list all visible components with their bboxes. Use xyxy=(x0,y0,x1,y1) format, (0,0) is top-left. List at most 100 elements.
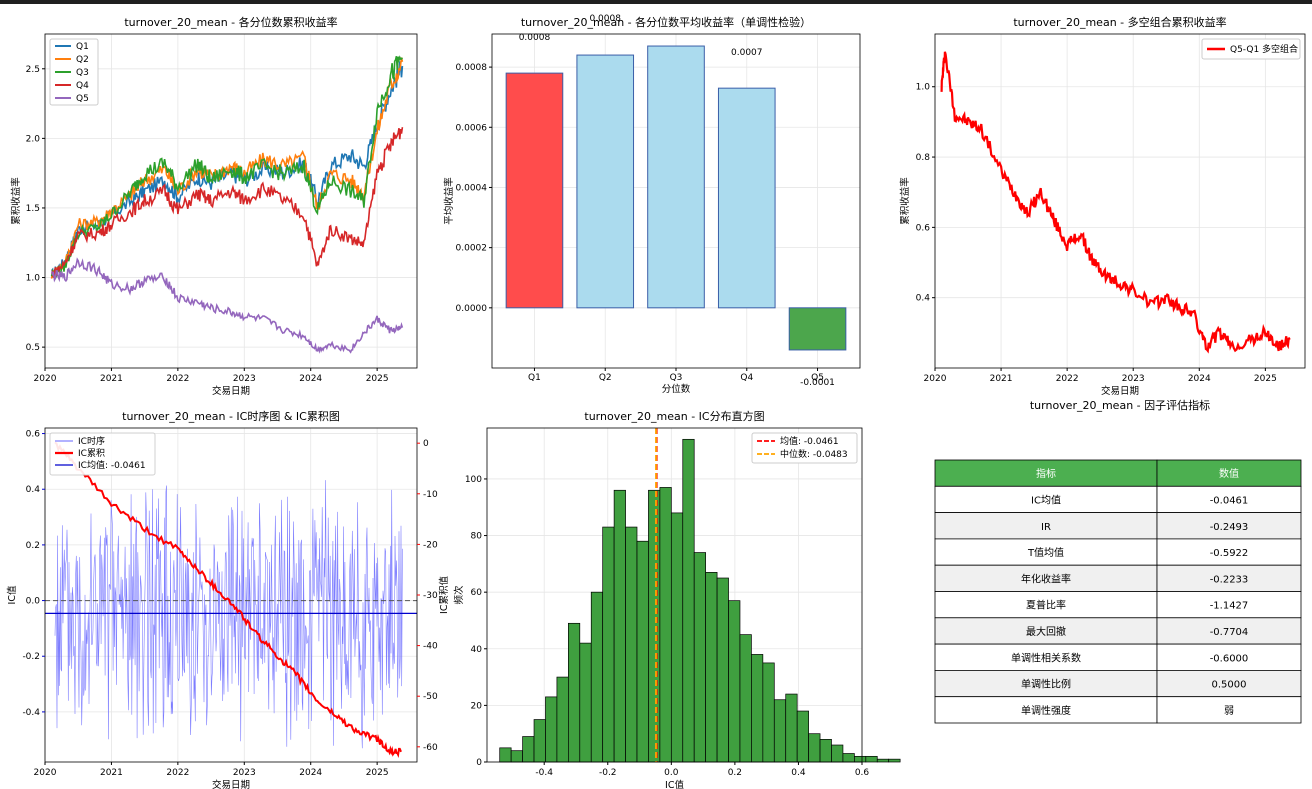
c4-xtick-label: 2024 xyxy=(299,768,322,778)
table-cell xyxy=(934,512,1158,540)
histogram-bar xyxy=(762,662,775,763)
c4-y2tick-label: -60 xyxy=(423,743,438,753)
histogram-bar xyxy=(579,642,592,763)
c4-y2tick-label: -20 xyxy=(423,540,438,550)
legend-label-q2: Q2 xyxy=(76,55,89,65)
figure-svg: 2020 2021 2022 2023 2024 2025 0.5 1.0 1.5 2.0 2.5 t… xyxy=(6,14,1306,789)
c4-y2tick-label: -50 xyxy=(423,692,438,702)
histogram-bar xyxy=(613,489,626,763)
table-header-metric: 指标 xyxy=(1036,467,1056,480)
c2-ylabel: 平均收益率 xyxy=(443,177,455,225)
histogram-bar xyxy=(636,540,649,763)
table-cell xyxy=(934,564,1158,592)
histogram-bar xyxy=(682,438,695,763)
c5-ytick-label: 100 xyxy=(465,475,482,485)
c5-ytick-label: 60 xyxy=(471,588,483,598)
c4-legend-label: IC累积 xyxy=(78,447,105,459)
table-cell xyxy=(1156,643,1302,671)
legend-label-q3: Q3 xyxy=(76,68,89,78)
c2-ytick-label: 0.0002 xyxy=(456,244,488,254)
table-cell xyxy=(1156,538,1302,566)
bar-q4 xyxy=(717,87,776,309)
c4-ytick-label: -0.4 xyxy=(22,708,40,718)
c5-xtick-label: -0.4 xyxy=(535,768,553,778)
histogram-bar xyxy=(728,600,741,763)
table-header-cell xyxy=(1156,459,1302,487)
table-cell xyxy=(934,538,1158,566)
c5-ytick-label: 0 xyxy=(476,758,482,768)
histogram-bar xyxy=(819,739,832,763)
histogram-bar xyxy=(751,654,764,763)
table-cell xyxy=(1156,591,1302,619)
table-metric-name: 单调性强度 xyxy=(1021,704,1071,717)
c2-ytick-label: 0.0006 xyxy=(456,123,488,133)
c3-ytick-label: 0.6 xyxy=(916,223,931,233)
c3-xtick-label: 2023 xyxy=(1122,374,1145,384)
c5-xtick-label: 0.6 xyxy=(855,768,870,778)
histogram-bar xyxy=(831,744,844,763)
bar-label-q2: 0.0008 xyxy=(589,14,621,24)
c3-ytick-label: 0.8 xyxy=(916,153,931,163)
histogram-bar xyxy=(716,577,729,763)
legend-label-q1: Q1 xyxy=(76,42,89,52)
histogram-bar xyxy=(670,512,684,763)
table-cell xyxy=(934,591,1158,619)
table-metric-value: -1.1427 xyxy=(1210,601,1249,612)
c1-xtick-label: 2020 xyxy=(34,374,57,384)
series-line-ic-timeseries xyxy=(54,480,403,749)
histogram-bar xyxy=(590,591,604,763)
table-metric-value: -0.2233 xyxy=(1210,574,1249,585)
table-header-cell xyxy=(934,459,1158,487)
c4-y2tick-label: 0 xyxy=(423,439,429,449)
c5-ytick-label: 80 xyxy=(471,532,483,542)
c3-title: turnover_20_mean - 多空组合累积收益率 xyxy=(1013,15,1226,29)
table-metric-value: -0.5922 xyxy=(1210,548,1249,559)
table-cell xyxy=(934,617,1158,645)
legend-label-long-short: Q5-Q1 多空组合 xyxy=(1230,43,1298,55)
bar-q2 xyxy=(576,54,635,309)
histogram-bar xyxy=(854,755,867,763)
histogram-bar xyxy=(693,552,706,763)
c3-xtick-label: 2021 xyxy=(990,374,1013,384)
table-cell xyxy=(1156,670,1302,698)
c4-legend-label: IC均值: -0.0461 xyxy=(78,459,146,471)
c2-xtick-label: Q3 xyxy=(670,373,683,383)
table-metric-name: 最大回撤 xyxy=(1026,625,1066,638)
table-metric-value: -0.0461 xyxy=(1210,495,1249,506)
c4-ytick-label: 0.6 xyxy=(26,430,41,440)
c4-y2label: IC累积值 xyxy=(438,576,450,614)
c2-xlabel: 分位数 xyxy=(662,383,691,395)
histogram-bar xyxy=(648,489,661,763)
table-cell xyxy=(1156,696,1302,724)
histogram-bar xyxy=(865,755,878,763)
c1-xtick-label: 2025 xyxy=(366,374,389,384)
table-metric-name: IR xyxy=(1041,522,1051,533)
legend-label-q4: Q4 xyxy=(76,81,89,91)
c1-ytick-label: 1.5 xyxy=(26,204,40,214)
histogram-bar xyxy=(522,736,535,763)
table-cell xyxy=(1156,564,1302,592)
table-metric-name: 单调性比例 xyxy=(1021,678,1071,691)
c3-xtick-label: 2024 xyxy=(1188,374,1211,384)
c4-xtick-label: 2023 xyxy=(233,768,256,778)
c3-xtick-label: 2020 xyxy=(924,374,947,384)
histogram-bar xyxy=(796,710,809,763)
bar-q1 xyxy=(505,72,564,309)
c4-xtick-label: 2021 xyxy=(100,768,123,778)
histogram-bar xyxy=(876,758,890,763)
c4-xtick-label: 2020 xyxy=(34,768,57,778)
bar-q3 xyxy=(647,45,705,309)
table-cell xyxy=(1156,512,1302,540)
table-metric-value: -0.2493 xyxy=(1210,522,1249,533)
c1-xtick-label: 2024 xyxy=(299,374,322,384)
c4-legend-box xyxy=(49,432,156,476)
c4-ytick-label: 0.0 xyxy=(26,597,41,607)
c4-y2tick-label: -40 xyxy=(423,642,438,652)
c2-plot-frame xyxy=(491,33,861,369)
series-line-q5 xyxy=(50,257,404,354)
histogram-bar xyxy=(705,572,718,763)
table-cell xyxy=(1156,617,1302,645)
c5-plot-frame xyxy=(486,427,863,763)
histogram-bar xyxy=(785,693,798,763)
table-cell xyxy=(934,670,1158,698)
